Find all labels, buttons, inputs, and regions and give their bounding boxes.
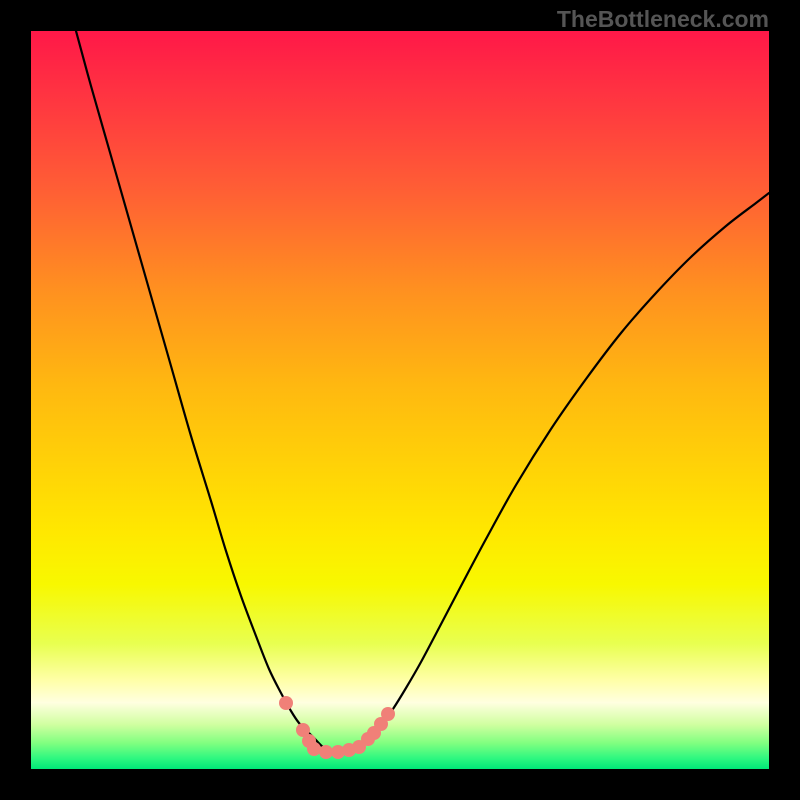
watermark-text: TheBottleneck.com [557,6,769,33]
gradient-background [31,31,769,769]
chart-frame: TheBottleneck.com [0,0,800,800]
plot-area [31,31,769,769]
